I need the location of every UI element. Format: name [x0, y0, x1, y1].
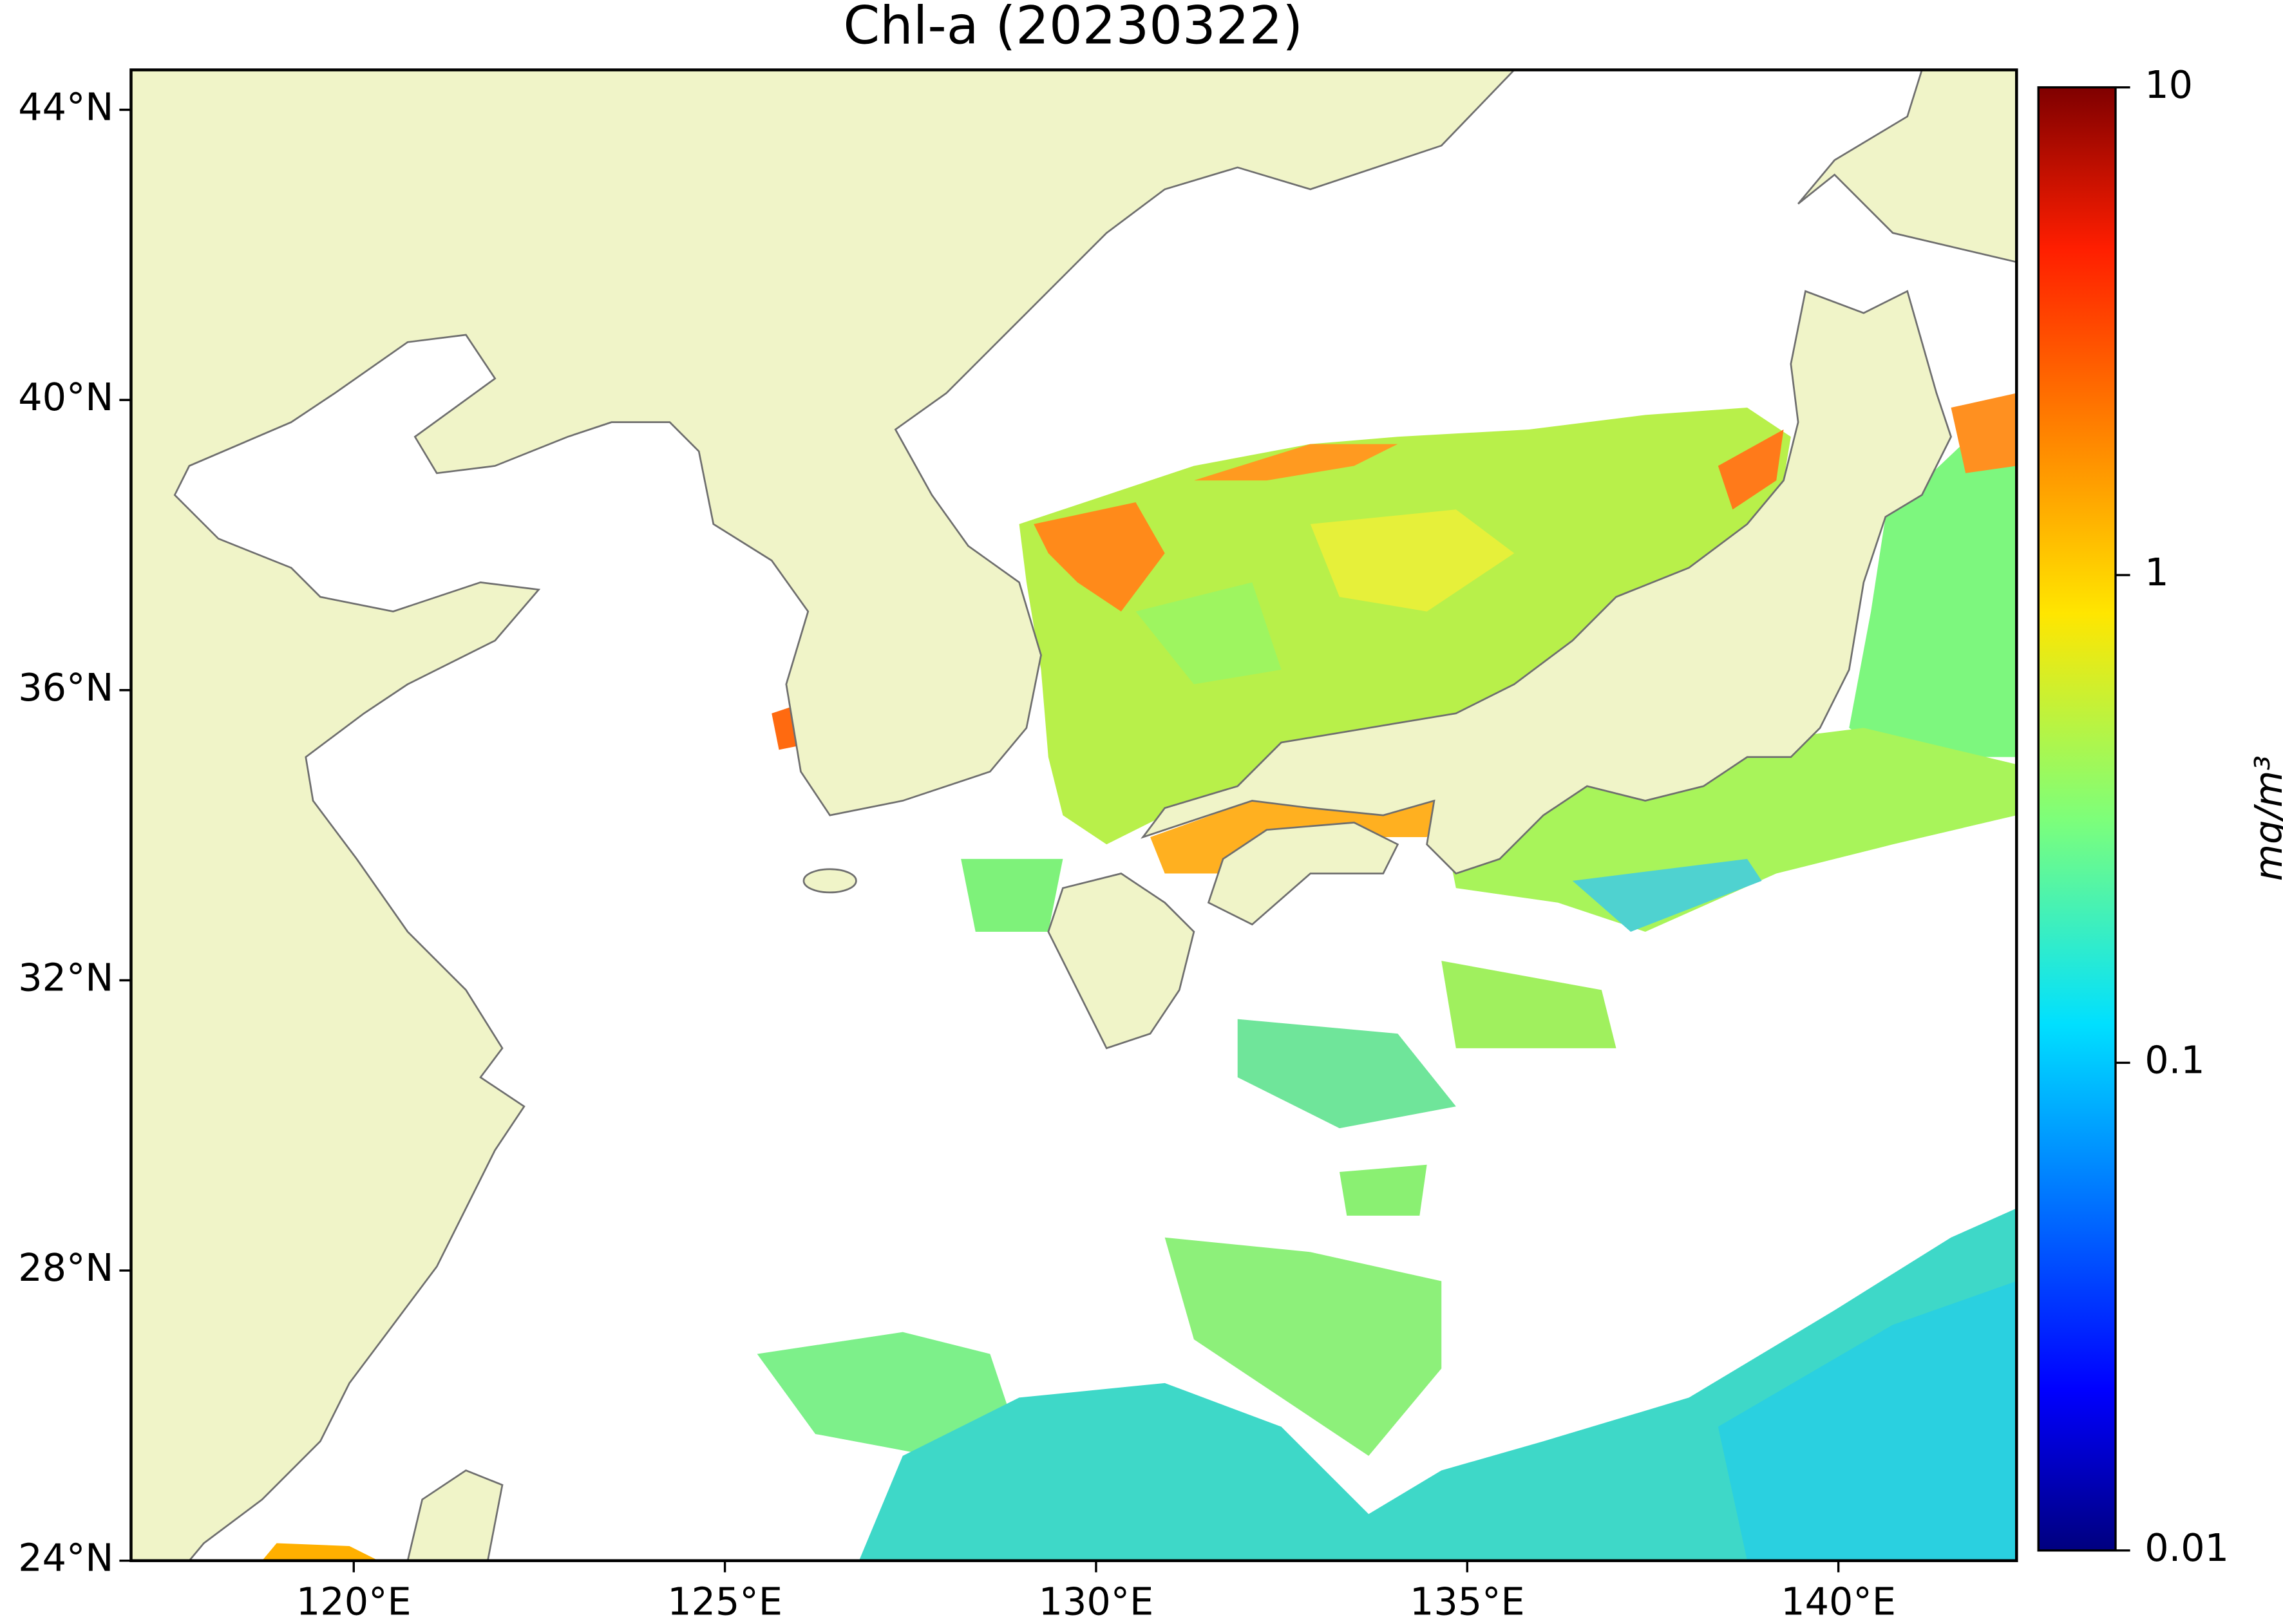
- y-tick-label: 32°N: [18, 955, 113, 999]
- x-tick-label: 140°E: [1781, 1580, 1896, 1624]
- colorbar-tick-label: 1: [2145, 550, 2168, 594]
- x-tick-label: 130°E: [1039, 1580, 1154, 1624]
- colorbar-tick-label: 10: [2145, 62, 2193, 107]
- x-tick-label: 120°E: [296, 1580, 412, 1624]
- y-tick-label: 40°N: [18, 375, 113, 419]
- map-frame: [129, 68, 2018, 1562]
- map-area: [131, 70, 2017, 1561]
- colorbar-label: mg/m³: [2246, 755, 2283, 881]
- land: [131, 70, 2017, 1561]
- colorbar-tick-label: 0.01: [2145, 1525, 2229, 1570]
- x-tick-label: 125°E: [667, 1580, 782, 1624]
- y-tick-label: 24°N: [18, 1536, 113, 1580]
- y-tick-label: 36°N: [18, 665, 113, 710]
- map-title: Chl-a (20230322): [843, 0, 1303, 57]
- colorbar-tick-label: 0.1: [2145, 1038, 2204, 1082]
- x-tick-label: 135°E: [1410, 1580, 1525, 1624]
- colorbar: [2037, 86, 2117, 1552]
- y-tick-label: 28°N: [18, 1245, 113, 1290]
- y-tick-label: 44°N: [18, 85, 113, 129]
